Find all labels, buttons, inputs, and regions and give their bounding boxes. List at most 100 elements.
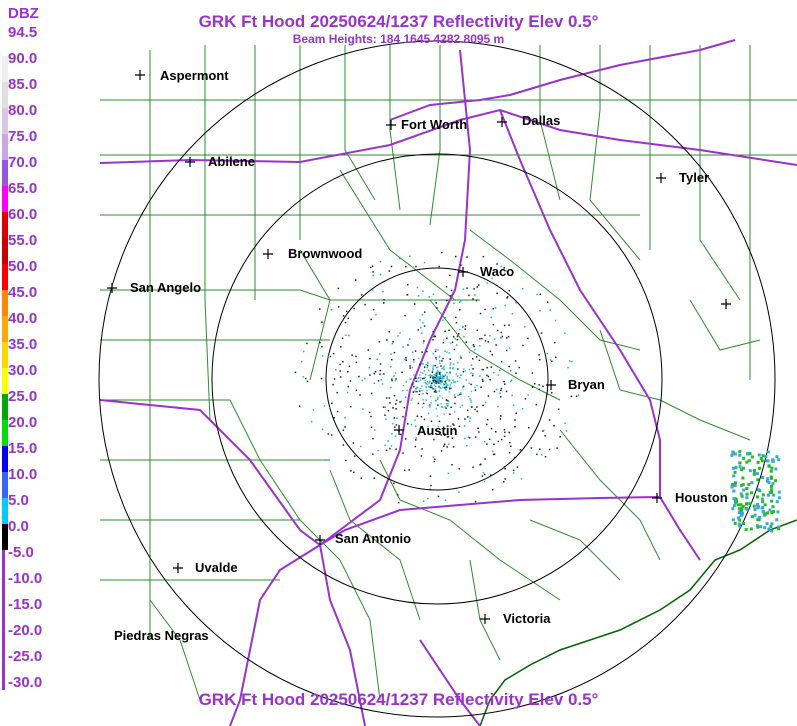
echo-pixel [741,504,745,508]
echo-pixel [426,383,429,386]
echo-pixel [419,319,421,321]
echo-pixel [433,438,435,441]
scale-color-band [2,420,8,446]
echo-pixel [497,440,500,443]
echo-pixel [429,375,432,377]
city-label: Waco [480,264,515,279]
echo-pixel [440,365,442,367]
echo-pixel [469,417,471,419]
echo-pixel [510,370,512,372]
echo-pixel [771,459,775,463]
echo-pixel [473,288,475,290]
echo-pixel [404,314,406,317]
echo-pixel [769,525,773,529]
city-marker [458,267,468,277]
echo-pixel [441,360,443,362]
echo-pixel [551,360,553,362]
echo-pixel [476,286,478,288]
echo-pixel [423,418,426,421]
echo-pixel [428,404,431,407]
echo-pixel [460,392,462,394]
scale-level-label: -20.0 [8,622,43,639]
echo-pixel [384,414,386,416]
echo-pixel [409,367,411,369]
echo-pixel [399,433,402,436]
echo-pixel [438,431,440,433]
echo-pixel [548,448,551,451]
echo-pixel [453,424,455,426]
echo-pixel [417,377,419,380]
echo-pixel [451,464,453,466]
echo-pixel [372,289,374,291]
echo-pixel [379,373,381,375]
echo-pixel [503,380,505,383]
echo-pixel [405,359,407,361]
echo-pixel [361,294,363,296]
echo-pixel [449,342,452,344]
scale-color-band [2,134,8,160]
echo-pixel [738,524,742,528]
echo-pixel [468,368,471,371]
echo-pixel [448,380,451,382]
city-marker [135,70,145,80]
echo-pixel [730,453,734,457]
echo-pixel [538,388,540,391]
echo-pixel [768,508,772,512]
echo-pixel [544,435,546,437]
echo-pixel [536,453,538,456]
city-marker [107,283,117,293]
echo-pixel [391,342,393,345]
echo-pixel [434,379,436,382]
echo-pixel [440,375,442,378]
echo-pixel [335,368,337,371]
city-label: Dallas [522,113,561,128]
echo-pixel [468,294,470,297]
echo-pixel [384,444,386,447]
scale-color-band [2,394,8,420]
echo-pixel [346,391,349,394]
scale-color-band [2,446,8,472]
map-title-bottom: GRK Ft Hood 20250624/1237 Reflectivity E… [198,690,599,709]
echo-pixel [390,353,392,355]
echo-pixel [769,475,773,479]
echo-pixel [548,419,551,421]
echo-pixel [410,399,413,401]
echo-pixel [436,398,439,401]
echo-pixel [445,402,448,405]
echo-pixel [733,521,737,525]
echo-pixel [512,472,515,474]
echo-pixel [468,351,471,353]
echo-pixel [447,400,450,402]
echo-pixel [765,479,769,483]
echo-pixel [428,296,430,298]
echo-pixel [439,383,442,385]
echo-pixel [543,429,545,432]
echo-pixel [492,308,494,310]
echo-pixel [419,376,422,379]
echo-pixel [427,361,429,364]
city-label: Houston [675,490,728,505]
echo-pixel [491,354,493,356]
echo-pixel [504,431,506,434]
scale-level-label: 60.0 [8,206,38,223]
echo-pixel [370,415,372,418]
echo-pixel [464,370,466,372]
echo-pixel [397,501,400,504]
echo-pixel [370,392,373,395]
echo-pixel [731,450,735,454]
echo-pixel [508,324,510,326]
echo-pixel [492,323,495,326]
echo-pixel [770,522,774,526]
echo-pixel [331,402,333,404]
echo-pixel [406,294,408,296]
echo-pixel [416,390,418,393]
echo-pixel [422,322,424,324]
echo-pixel [462,370,465,373]
echo-pixel [441,251,443,254]
echo-pixel [452,423,454,425]
echo-pixel [731,518,735,522]
echo-pixel [437,373,439,375]
radar-echoes [294,251,781,533]
echo-pixel [746,452,750,456]
echo-pixel [413,385,415,388]
